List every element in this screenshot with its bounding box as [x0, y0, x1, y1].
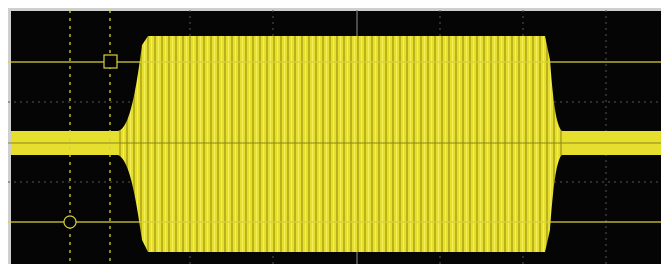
page: [0, 0, 661, 264]
scope-screen: [0, 0, 661, 264]
cursor-marker-box: [104, 55, 117, 68]
burst-envelope: [118, 36, 562, 252]
left-frame: [8, 8, 11, 264]
top-frame: [8, 8, 661, 11]
cursor-marker-circle: [64, 216, 76, 228]
